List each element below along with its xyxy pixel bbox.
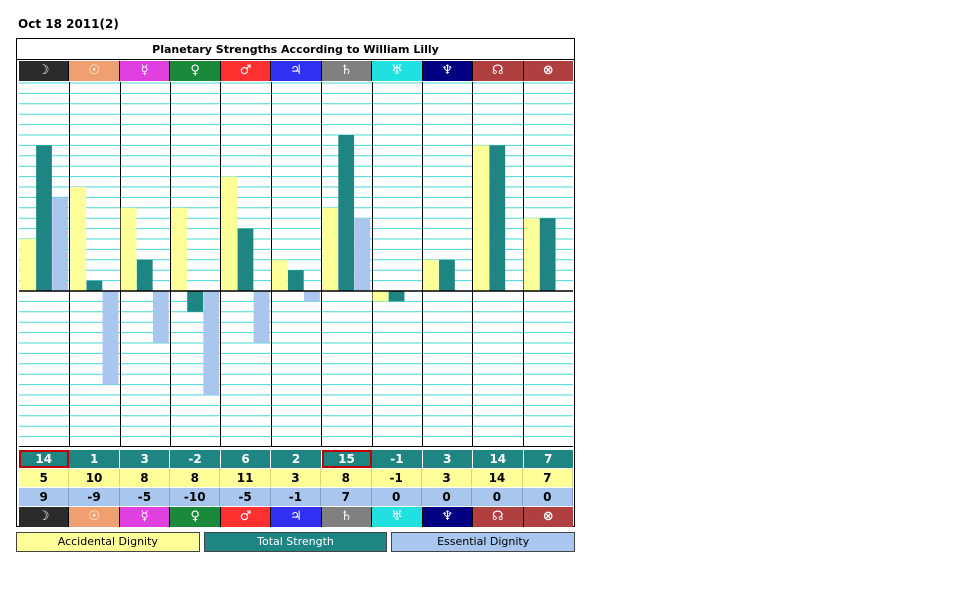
- accidental-value-cell: 8: [119, 469, 171, 487]
- essential-value-cell: 9: [19, 488, 70, 506]
- legend-total-strength: Total Strength: [203, 532, 388, 552]
- accidental-value-cell: 5: [19, 469, 70, 487]
- planet-glyph: ♀: [170, 61, 221, 81]
- total-value-cell: 15: [321, 450, 373, 468]
- accidental-value-cell: 8: [321, 469, 372, 487]
- accidental-value-cell: 10: [69, 469, 120, 487]
- planet-glyph: ☊: [473, 507, 524, 527]
- total-value-cell: -1: [372, 450, 423, 468]
- chart-title: Planetary Strengths According to William…: [17, 39, 574, 60]
- planet-glyph: ☉: [69, 61, 120, 81]
- bar-total-strength: [287, 270, 304, 291]
- accidental-value-cell: -1: [371, 469, 422, 487]
- essential-value-cell: -10: [170, 488, 221, 506]
- bar-accidental-dignity: [120, 207, 137, 291]
- planet-glyph: ♆: [422, 507, 474, 527]
- bar-essential-dignity: [52, 197, 69, 291]
- bar-essential-dignity: [203, 291, 220, 395]
- total-value-cell: 1: [69, 450, 120, 468]
- bar-total-strength: [539, 218, 556, 291]
- bar-accidental-dignity: [20, 239, 36, 291]
- planet-glyph: ☊: [473, 61, 524, 81]
- planet-glyph: ♅: [372, 61, 423, 81]
- essential-value-cell: 0: [371, 488, 422, 506]
- chart-legend: Accidental Dignity Total Strength Essent…: [16, 532, 576, 552]
- bar-total-strength: [489, 145, 506, 291]
- planet-glyph: ☽: [19, 61, 70, 81]
- accidental-value-cell: 3: [270, 469, 322, 487]
- accidental-value-cell: 8: [170, 469, 221, 487]
- accidental-value-cell: 7: [522, 469, 573, 487]
- bar-plot: [19, 82, 573, 447]
- planet-glyph: ☿: [119, 61, 171, 81]
- bar-total-strength: [136, 259, 153, 291]
- bar-essential-dignity: [354, 218, 371, 291]
- planet-glyph: ☉: [69, 507, 120, 527]
- essential-value-cell: 7: [321, 488, 372, 506]
- essential-value-cell: -1: [270, 488, 322, 506]
- bar-accidental-dignity: [322, 207, 338, 291]
- total-strength-row: 14 1 3 -2 6 2 15 -1 3 14 7: [19, 450, 573, 468]
- total-value-cell: 2: [271, 450, 322, 468]
- chart-date: Oct 18 2011(2): [18, 17, 119, 31]
- essential-value-cell: 0: [421, 488, 473, 506]
- total-value-cell: 7: [523, 450, 573, 468]
- bar-accidental-dignity: [523, 218, 540, 291]
- planet-glyph: ♄: [321, 507, 373, 527]
- essential-value-cell: -9: [69, 488, 120, 506]
- bar-total-strength: [36, 145, 52, 291]
- bar-total-strength: [388, 291, 405, 302]
- planet-glyph: ⊗: [523, 61, 573, 81]
- essential-value-cell: 0: [472, 488, 523, 506]
- essential-dignity-row: 9 -9 -5 -10 -5 -1 7 0 0 0 0: [19, 488, 573, 506]
- planet-glyph: ♀: [170, 507, 221, 527]
- planet-glyph-footer: ☽ ☉ ☿ ♀ ♂ ♃ ♄ ♅ ♆ ☊ ⊗: [19, 507, 573, 527]
- bar-total-strength: [86, 280, 103, 291]
- accidental-value-cell: 11: [220, 469, 271, 487]
- bar-essential-dignity: [253, 291, 270, 343]
- planet-glyph: ♅: [372, 507, 423, 527]
- total-value-cell: 3: [422, 450, 474, 468]
- planet-glyph: ☿: [119, 507, 171, 527]
- bar-total-strength: [237, 228, 254, 291]
- chart-frame: Planetary Strengths According to William…: [16, 38, 575, 527]
- planet-glyph: ☽: [19, 507, 70, 527]
- bar-accidental-dignity: [473, 145, 490, 291]
- bar-accidental-dignity: [221, 176, 238, 291]
- bar-total-strength: [439, 259, 455, 291]
- planet-glyph: ♂: [220, 61, 272, 81]
- accidental-dignity-row: 5 10 8 8 11 3 8 -1 3 14 7: [19, 469, 573, 487]
- total-value-cell: 3: [119, 450, 171, 468]
- essential-value-cell: 0: [522, 488, 573, 506]
- bar-essential-dignity: [102, 291, 119, 385]
- legend-essential-dignity: Essential Dignity: [391, 532, 576, 552]
- total-value-cell: 14: [473, 450, 524, 468]
- bar-accidental-dignity: [271, 259, 288, 291]
- essential-value-cell: -5: [220, 488, 271, 506]
- essential-value-cell: -5: [119, 488, 171, 506]
- planet-glyph: ♄: [321, 61, 373, 81]
- bar-essential-dignity: [152, 291, 169, 343]
- total-value-cell: 6: [220, 450, 272, 468]
- planet-glyph: ♂: [220, 507, 272, 527]
- legend-accidental-dignity: Accidental Dignity: [16, 532, 200, 552]
- planet-glyph: ♃: [271, 61, 322, 81]
- accidental-value-cell: 3: [421, 469, 473, 487]
- total-value-cell: -2: [170, 450, 221, 468]
- accidental-value-cell: 14: [472, 469, 523, 487]
- total-value-cell: 14: [19, 450, 70, 468]
- bar-total-strength: [338, 135, 355, 291]
- planet-glyph-header: ☽ ☉ ☿ ♀ ♂ ♃ ♄ ♅ ♆ ☊ ⊗: [19, 61, 573, 81]
- planet-glyph: ♃: [271, 507, 322, 527]
- planet-glyph: ⊗: [523, 507, 573, 527]
- bar-total-strength: [187, 291, 203, 312]
- planet-glyph: ♆: [422, 61, 474, 81]
- bar-accidental-dignity: [70, 187, 87, 291]
- bar-accidental-dignity: [171, 207, 187, 291]
- bar-essential-dignity: [304, 291, 320, 302]
- bar-accidental-dignity: [422, 259, 439, 291]
- bar-accidental-dignity: [372, 291, 389, 302]
